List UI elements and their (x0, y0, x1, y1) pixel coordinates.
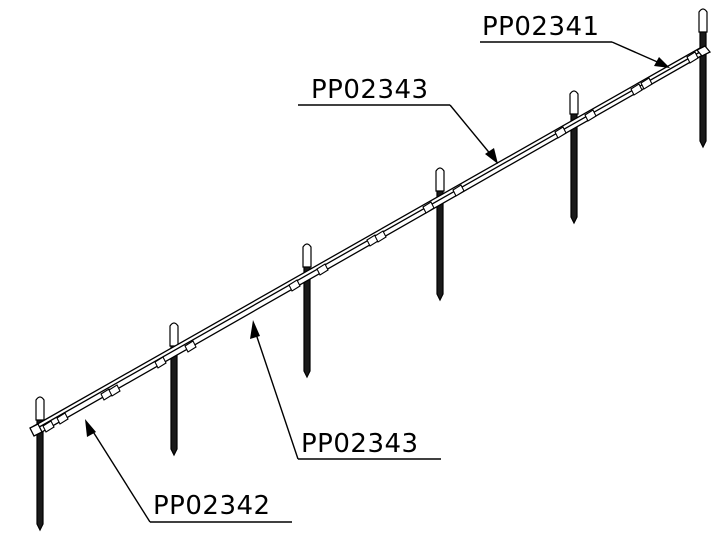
rail-clamp (316, 263, 329, 276)
rail-clamp (686, 51, 699, 64)
stakes-group (35, 8, 708, 532)
callout-arrowhead (654, 57, 670, 68)
rail-clamp (288, 279, 301, 292)
rail-clamp (584, 109, 597, 122)
rail-clamp (184, 340, 197, 353)
rail-clamp (374, 230, 387, 243)
rail-clamp (42, 420, 55, 433)
stake-top (569, 90, 579, 115)
callout-leader (611, 41, 663, 65)
stake-shaft (36, 417, 44, 532)
rail-clamp (640, 77, 653, 90)
stake (302, 243, 312, 379)
callout-label: PP02343 (311, 75, 429, 105)
stake-top (169, 322, 179, 347)
callout-label: PP02343 (301, 429, 419, 459)
stake-shaft (170, 343, 178, 457)
callout-leader (91, 429, 151, 523)
stake-top (435, 167, 445, 192)
rail-clamp (630, 83, 643, 96)
callout-label: PP02341 (482, 12, 600, 42)
stake (435, 167, 445, 302)
rail-clamp (108, 384, 121, 397)
stake (35, 396, 45, 532)
stake-top (35, 396, 45, 421)
callout-label: PP02342 (153, 491, 271, 521)
callout-pp02342: PP02342 (85, 419, 292, 523)
callout-pp02343-upper: PP02343 (298, 75, 498, 164)
stake (698, 8, 708, 149)
rail-clamp (154, 356, 167, 369)
rail-clamp (554, 126, 567, 139)
clamps-group (42, 51, 699, 433)
stake-top (302, 243, 312, 268)
callout-arrowhead (250, 320, 260, 339)
stake (169, 322, 179, 457)
rail-clamp (56, 412, 69, 425)
callout-leader (255, 333, 299, 460)
stake (569, 90, 579, 225)
rail-end-left (29, 423, 43, 437)
rail-end-right (695, 45, 712, 57)
callout-arrowhead (85, 419, 96, 437)
callout-arrowhead (485, 148, 498, 164)
callout-leader (449, 104, 493, 157)
callout-pp02343-lower: PP02343 (250, 320, 441, 460)
rail-clamp (422, 201, 435, 214)
callout-pp02341: PP02341 (480, 12, 670, 68)
rail-clamp (452, 184, 465, 197)
stake-top (698, 8, 708, 33)
